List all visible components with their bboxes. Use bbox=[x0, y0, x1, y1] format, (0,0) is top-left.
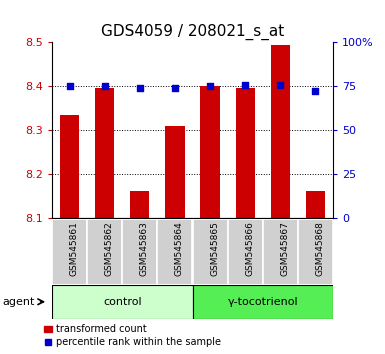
Bar bbox=[201, 86, 220, 218]
Bar bbox=[130, 192, 149, 218]
Point bbox=[172, 85, 178, 91]
Bar bbox=[95, 88, 114, 218]
Bar bbox=[263, 219, 298, 285]
Legend: transformed count, percentile rank within the sample: transformed count, percentile rank withi… bbox=[44, 324, 222, 348]
Bar bbox=[52, 219, 87, 285]
Text: GSM545861: GSM545861 bbox=[70, 222, 79, 276]
Bar bbox=[157, 219, 192, 285]
Text: GSM545864: GSM545864 bbox=[175, 222, 184, 276]
Text: GSM545865: GSM545865 bbox=[210, 222, 219, 276]
Bar bbox=[52, 285, 192, 319]
Text: GSM545862: GSM545862 bbox=[105, 222, 114, 276]
Text: agent: agent bbox=[2, 297, 34, 307]
Bar bbox=[192, 285, 333, 319]
Title: GDS4059 / 208021_s_at: GDS4059 / 208021_s_at bbox=[101, 23, 284, 40]
Bar bbox=[271, 45, 290, 218]
Point bbox=[207, 84, 213, 89]
Text: control: control bbox=[103, 297, 142, 307]
Bar bbox=[236, 88, 255, 218]
Point bbox=[137, 85, 143, 91]
Point bbox=[312, 88, 318, 93]
Text: GSM545867: GSM545867 bbox=[280, 222, 290, 276]
Bar bbox=[306, 192, 325, 218]
Text: GSM545863: GSM545863 bbox=[140, 222, 149, 276]
Bar bbox=[60, 115, 79, 218]
Point bbox=[242, 82, 248, 88]
Text: γ-tocotrienol: γ-tocotrienol bbox=[228, 297, 298, 307]
Bar bbox=[87, 219, 122, 285]
Point bbox=[277, 82, 283, 88]
Text: GSM545868: GSM545868 bbox=[315, 222, 325, 276]
Bar bbox=[192, 219, 228, 285]
Bar bbox=[122, 219, 157, 285]
Bar bbox=[165, 126, 184, 218]
Point bbox=[102, 84, 108, 89]
Bar bbox=[298, 219, 333, 285]
Bar bbox=[228, 219, 263, 285]
Text: GSM545866: GSM545866 bbox=[245, 222, 254, 276]
Point bbox=[67, 84, 73, 89]
